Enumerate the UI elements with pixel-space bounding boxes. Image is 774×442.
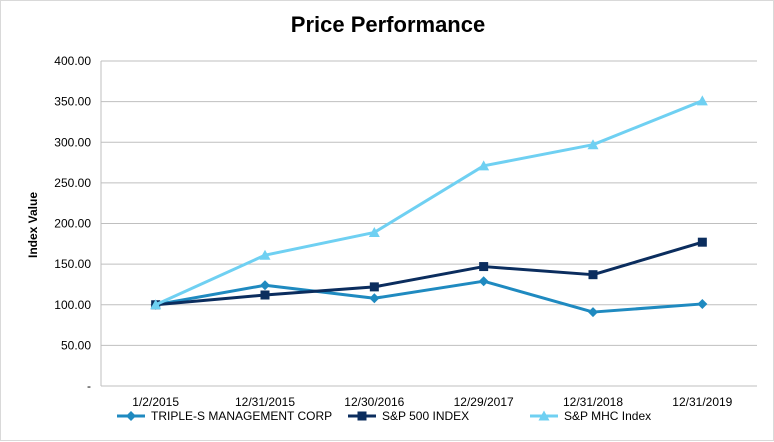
data-point-marker [478, 160, 490, 171]
series-2 [150, 95, 708, 310]
axes: - 50.00 100.00 150.00 200.00 250.00 300.00 350.… [54, 54, 757, 409]
data-point-marker [478, 276, 489, 287]
gridlines [101, 60, 757, 346]
data-point-marker [260, 290, 270, 300]
data-point-marker [479, 262, 489, 272]
data-point-marker [697, 237, 707, 247]
chart-title: Price Performance [291, 12, 485, 37]
y-tick-label: 50.00 [61, 338, 91, 352]
x-tick-label: 12/31/2019 [672, 395, 732, 409]
data-point-marker [260, 280, 270, 291]
data-point-marker [369, 293, 380, 304]
y-tick-label: 400.00 [54, 54, 91, 68]
legend-entry: S&P MHC Index [530, 409, 651, 423]
legend-entry: S&P 500 INDEX [348, 409, 469, 423]
y-tick-label: 200.00 [54, 217, 91, 231]
data-point-marker [588, 270, 598, 280]
legend-label: S&P MHC Index [564, 409, 651, 423]
legend-marker [538, 410, 550, 421]
x-tick-label: 12/31/2015 [235, 395, 295, 409]
data-point-marker [369, 282, 379, 292]
series-lines [150, 95, 708, 318]
y-tick-label: 350.00 [54, 95, 91, 109]
legend: TRIPLE-S MANAGEMENT CORP S&P 500 INDEX S&P… [117, 409, 651, 423]
y-tick-label: 100.00 [54, 298, 91, 312]
y-tick-label: 300.00 [54, 135, 91, 149]
data-point-marker [150, 299, 162, 310]
y-tick-label: 150.00 [54, 257, 91, 271]
series-line [155, 99, 703, 307]
data-point-marker [259, 249, 271, 260]
legend-entry: TRIPLE-S MANAGEMENT CORP [117, 409, 332, 423]
data-point-marker [368, 226, 380, 237]
x-tick-label: 12/30/2016 [344, 395, 404, 409]
y-tick-label: 250.00 [54, 176, 91, 190]
x-tick-label: 12/29/2017 [454, 395, 514, 409]
series-line [155, 240, 703, 307]
legend-marker [126, 411, 136, 421]
data-point-marker [588, 307, 598, 318]
legend-label: S&P 500 INDEX [382, 409, 469, 423]
y-axis-title: Index Value [26, 192, 40, 258]
data-point-marker [587, 139, 599, 150]
series-1 [151, 237, 707, 310]
data-point-marker [696, 95, 708, 106]
x-tick-label: 12/31/2018 [563, 395, 623, 409]
legend-label: TRIPLE-S MANAGEMENT CORP [151, 409, 332, 423]
series-line [155, 279, 703, 314]
legend-marker [357, 411, 367, 421]
x-tick-label: 1/2/2015 [132, 395, 179, 409]
y-tick-label: - [87, 379, 91, 393]
data-point-marker [697, 298, 708, 309]
